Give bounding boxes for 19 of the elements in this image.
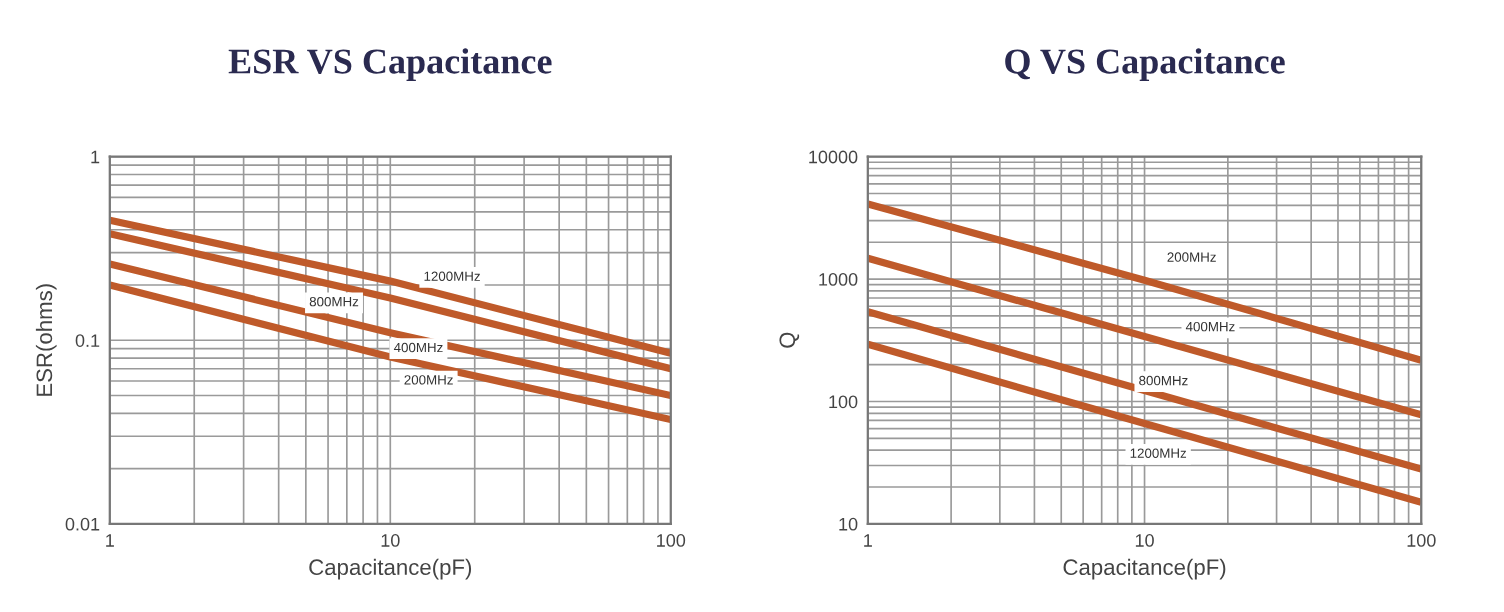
chart-title: ESR VS Capacitance xyxy=(228,48,552,82)
x-axis-title: Capacitance(pF) xyxy=(1063,558,1226,580)
y-tick-label: 10 xyxy=(839,517,858,531)
y-tick-label: 100 xyxy=(829,395,858,409)
x-tick-label: 100 xyxy=(657,534,686,547)
x-tick-label: 1 xyxy=(106,534,114,547)
x-tick-label: 1 xyxy=(864,534,872,547)
y-tick-label: 0.1 xyxy=(75,334,100,347)
y-tick-label: 10000 xyxy=(809,150,858,164)
chart-title: Q VS Capacitance xyxy=(1005,48,1285,82)
y-axis-title: ESR(ohms) xyxy=(35,284,57,396)
x-axis-title: Capacitance(pF) xyxy=(309,558,472,580)
y-tick-label: 0.01 xyxy=(65,517,100,531)
x-tick-label: 100 xyxy=(1407,534,1436,547)
x-tick-label: 10 xyxy=(1135,534,1154,547)
y-tick-label: 1 xyxy=(91,150,100,164)
x-tick-label: 10 xyxy=(381,534,400,547)
y-tick-label: 1000 xyxy=(819,273,858,286)
y-axis-title: Q xyxy=(779,332,800,348)
